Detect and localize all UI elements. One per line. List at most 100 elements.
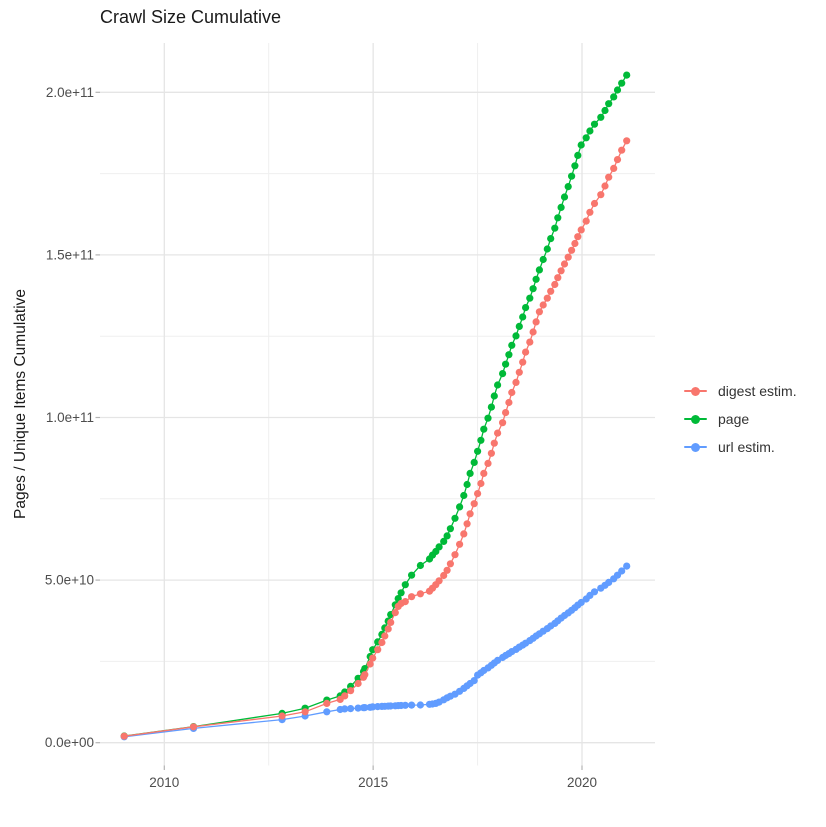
data-point-page	[590, 120, 599, 128]
y-tick-label: 0.0e+00	[45, 735, 94, 750]
data-point-digest-estim-	[369, 654, 377, 662]
data-point-digest-estim-	[416, 590, 424, 598]
data-point-digest-estim-	[120, 732, 128, 740]
legend-key-icon	[684, 438, 707, 456]
legend-key-icon	[684, 382, 707, 400]
data-point-digest-estim-	[301, 708, 309, 716]
y-tick-label: 1.0e+11	[46, 410, 94, 425]
data-point-page	[494, 381, 502, 389]
data-point-page	[354, 674, 362, 682]
data-point-digest-estim-	[494, 429, 502, 437]
data-point-page	[571, 162, 579, 170]
data-point-digest-estim-	[443, 566, 451, 574]
data-point-url-estim-	[408, 701, 416, 709]
y-tick-label: 2.0e+11	[46, 85, 94, 100]
data-point-digest-estim-	[361, 671, 369, 679]
data-point-page	[408, 571, 416, 579]
data-point-page	[456, 503, 464, 511]
data-point-digest-estim-	[564, 253, 572, 261]
x-tick-label: 2010	[149, 775, 179, 790]
data-point-digest-estim-	[512, 378, 520, 386]
data-point-digest-estim-	[354, 679, 362, 688]
data-point-page	[505, 351, 513, 359]
data-point-url-estim-	[470, 677, 478, 685]
series-line-page	[124, 74, 628, 737]
data-point-page	[466, 469, 474, 477]
data-point-page	[532, 275, 540, 283]
data-point-digest-estim-	[401, 598, 409, 606]
data-point-page	[547, 235, 555, 243]
data-point-url-estim-	[416, 701, 424, 709]
data-point-url-estim-	[361, 704, 369, 712]
data-point-digest-estim-	[456, 540, 464, 548]
data-point-page	[490, 392, 498, 400]
data-point-digest-estim-	[378, 638, 386, 647]
data-point-page	[508, 341, 516, 349]
data-point-page	[597, 113, 605, 121]
data-point-page	[470, 458, 478, 466]
data-point-page	[484, 414, 492, 422]
data-point-digest-estim-	[539, 301, 547, 309]
data-point-page	[446, 525, 454, 533]
data-point-digest-estim-	[586, 208, 594, 216]
data-point-page	[529, 285, 537, 293]
data-point-page	[401, 581, 409, 589]
data-point-digest-estim-	[557, 267, 565, 275]
data-point-page	[519, 313, 527, 321]
data-point-digest-estim-	[463, 520, 471, 528]
data-point-digest-estim-	[543, 294, 551, 302]
data-point-digest-estim-	[408, 593, 416, 601]
data-point-page	[443, 532, 451, 540]
data-point-page	[586, 127, 594, 135]
data-point-page	[535, 266, 544, 274]
data-point-page	[543, 245, 551, 253]
data-point-page	[560, 193, 569, 201]
data-point-url-estim-	[623, 562, 631, 570]
data-point-page	[460, 491, 468, 500]
data-point-page	[397, 589, 405, 597]
data-point-digest-estim-	[189, 723, 198, 731]
data-point-digest-estim-	[480, 469, 488, 477]
data-point-digest-estim-	[601, 182, 609, 190]
data-point-page	[463, 480, 471, 489]
data-point-digest-estim-	[490, 439, 498, 447]
data-point-digest-estim-	[446, 560, 454, 568]
data-point-digest-estim-	[618, 146, 626, 154]
data-point-digest-estim-	[610, 164, 618, 172]
data-point-digest-estim-	[384, 625, 392, 633]
data-point-digest-estim-	[387, 618, 395, 627]
data-point-url-estim-	[618, 567, 626, 575]
data-point-digest-estim-	[440, 571, 448, 580]
data-point-page	[435, 543, 443, 551]
data-point-page	[564, 183, 572, 191]
data-point-page	[551, 224, 559, 232]
data-point-page	[416, 561, 424, 570]
chart-title: Crawl Size Cumulative	[100, 7, 282, 27]
data-point-page	[601, 106, 609, 115]
data-point-digest-estim-	[470, 500, 478, 508]
data-point-page	[577, 141, 585, 149]
data-point-digest-estim-	[484, 459, 492, 467]
data-point-digest-estim-	[547, 287, 555, 295]
data-point-digest-estim-	[508, 388, 516, 397]
data-point-digest-estim-	[474, 490, 482, 498]
data-point-digest-estim-	[551, 280, 559, 289]
legend-item: page	[684, 405, 797, 433]
data-point-page	[539, 255, 547, 264]
data-point-digest-estim-	[560, 260, 569, 268]
data-point-digest-estim-	[278, 712, 286, 720]
legend-item-label: url estim.	[718, 439, 775, 455]
data-point-digest-estim-	[522, 348, 530, 356]
data-point-page	[502, 360, 510, 368]
data-point-digest-estim-	[323, 699, 331, 708]
data-point-digest-estim-	[571, 239, 579, 248]
data-point-digest-estim-	[391, 609, 399, 617]
data-point-page	[526, 294, 534, 302]
data-point-digest-estim-	[577, 226, 585, 234]
data-point-digest-estim-	[435, 577, 443, 585]
data-point-page	[487, 403, 495, 411]
y-tick-label: 5.0e+10	[45, 573, 94, 588]
data-point-page	[582, 134, 590, 142]
